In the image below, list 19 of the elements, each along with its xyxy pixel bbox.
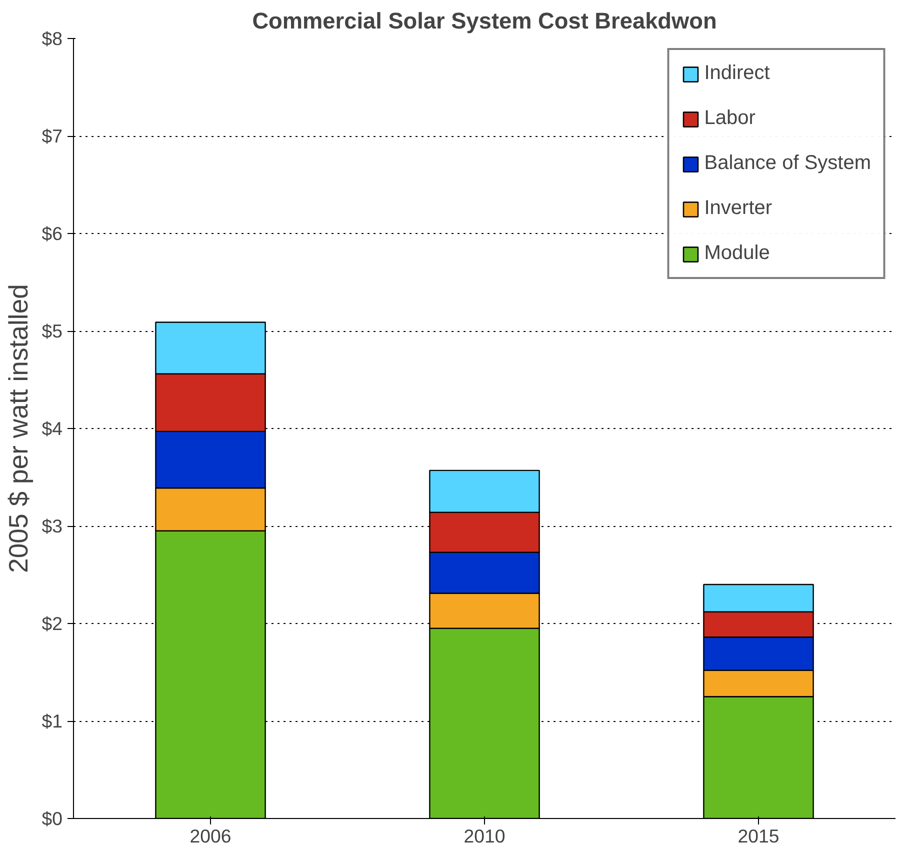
y-tick-label: $2: [42, 613, 63, 634]
y-tick-label: $4: [42, 418, 63, 439]
x-tick-label: 2015: [738, 826, 780, 846]
y-tick-label: $5: [42, 320, 63, 342]
x-tick-label: 2010: [464, 826, 506, 846]
legend-label: Module: [704, 242, 770, 265]
y-axis-title: 2005 $ per watt installed: [4, 284, 34, 573]
y-tick-label: $3: [42, 516, 63, 536]
legend-label: Balance of System: [704, 152, 871, 175]
x-tick-label: 2006: [190, 826, 232, 846]
legend-label: Labor: [704, 107, 756, 130]
y-tick-label: $7: [42, 126, 63, 146]
y-tick-label: $1: [42, 710, 63, 732]
legend-label: Inverter: [704, 197, 772, 220]
legend-label: Indirect: [704, 62, 770, 85]
chart-title: Commercial Solar System Cost Breakdwon: [252, 8, 717, 34]
y-tick-label: $0: [42, 808, 63, 829]
y-tick-label: $6: [42, 223, 63, 244]
y-tick-label: $8: [42, 28, 63, 49]
